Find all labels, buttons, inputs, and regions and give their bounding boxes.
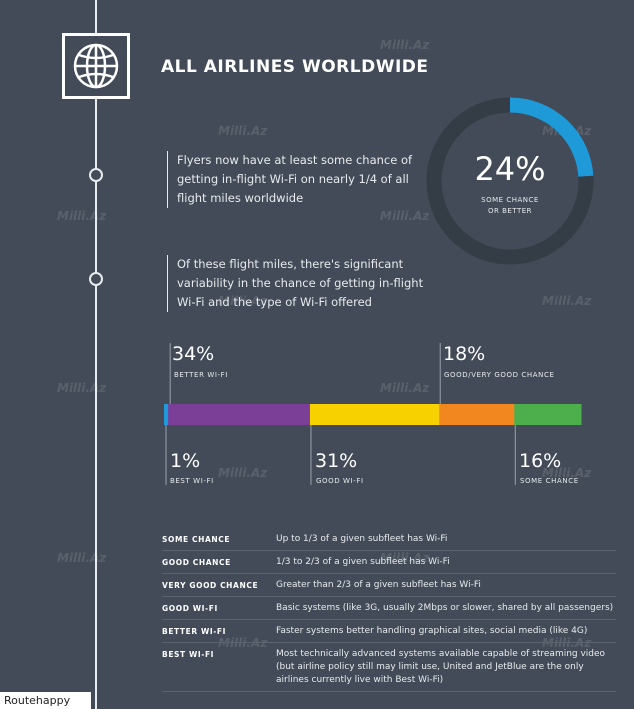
category-label-good-wifi: GOOD WI-FI — [316, 477, 364, 485]
watermark: Milli.Az — [380, 38, 430, 52]
globe-icon-box — [62, 33, 130, 99]
definition-description: Most technically advanced systems availa… — [276, 649, 606, 685]
segment-best-wifi — [164, 404, 169, 425]
donut-slice-some-chance — [509, 97, 594, 177]
definition-row: VERY GOOD CHANCE Greater than 2/3 of a gi… — [162, 574, 616, 597]
donut-center-label-line: OR BETTER — [487, 207, 533, 215]
definition-row: GOOD WI-FI Basic systems (like 3G, usuall… — [162, 597, 616, 620]
watermark: Milli.Az — [542, 636, 592, 650]
value-label-some-chance: 16% — [519, 450, 562, 472]
watermark: Milli.Az — [542, 466, 592, 480]
definition-description: Basic systems (like 3G, usually 2Mbps or… — [276, 603, 614, 613]
definition-description: Up to 1/3 of a given subfleet has Wi-Fi — [276, 534, 448, 544]
segment-better-wifi — [168, 404, 311, 425]
quote-variability: Of these flight miles, there's significa… — [167, 255, 429, 312]
value-label-best-wifi: 1% — [170, 450, 201, 472]
donut-center-label: SOME CHANCE OR BETTER — [424, 195, 596, 217]
quote-some-chance: Flyers now have at least some chance of … — [167, 151, 429, 208]
definition-row: GOOD CHANCE 1/3 to 2/3 of a given subflee… — [162, 551, 616, 574]
brand-name: Routehappy — [4, 694, 71, 707]
watermark: Milli.Az — [218, 294, 268, 308]
segment-good-chance — [439, 404, 515, 425]
definition-term: VERY GOOD CHANCE — [162, 581, 259, 590]
watermark: Milli.Az — [57, 551, 107, 565]
definition-row: SOME CHANCE Up to 1/3 of a given subfleet… — [162, 528, 616, 551]
category-label-better-wifi: BETTER WI-FI — [174, 371, 228, 379]
definition-term: SOME CHANCE — [162, 535, 231, 544]
watermark: Milli.Az — [380, 209, 430, 223]
watermark: Milli.Az — [218, 636, 268, 650]
definition-description: 1/3 to 2/3 of a given subfleet has Wi-Fi — [276, 557, 450, 567]
brand-tag: Routehappy — [0, 692, 91, 709]
timeline-dot-2 — [89, 272, 103, 286]
watermark: Milli.Az — [218, 124, 268, 138]
donut-chart — [426, 97, 594, 265]
definition-term: GOOD WI-FI — [162, 604, 218, 613]
watermark: Milli.Az — [380, 381, 430, 395]
segment-good-wifi — [309, 404, 440, 425]
donut-center-value: 24% — [474, 150, 546, 188]
watermark: Milli.Az — [542, 294, 592, 308]
category-label-best-wifi: BEST WI-FI — [170, 477, 214, 485]
page-title: ALL AIRLINES WORLDWIDE — [161, 57, 429, 77]
watermark: Milli.Az — [57, 381, 107, 395]
donut-slice-remainder — [426, 97, 594, 265]
category-label-good-chance: GOOD/VERY GOOD CHANCE — [444, 371, 555, 379]
definitions-table: SOME CHANCE Up to 1/3 of a given subfleet… — [162, 528, 616, 692]
watermark: Milli.Az — [57, 209, 107, 223]
value-label-better-wifi: 34% — [172, 343, 215, 365]
definition-row: BEST WI-FI Most technically advanced syst… — [162, 643, 616, 692]
timeline-dot-1 — [89, 168, 103, 182]
segment-some-chance — [514, 404, 582, 425]
definition-description: Greater than 2/3 of a given subfleet has… — [276, 580, 481, 590]
category-label-some-chance: SOME CHANCE — [520, 477, 579, 485]
globe-icon — [73, 43, 119, 89]
donut-center-label-line: SOME CHANCE — [481, 196, 539, 204]
definition-description: Faster systems better handling graphical… — [276, 626, 588, 636]
watermark: Milli.Az — [380, 551, 430, 565]
watermark: Milli.Az — [218, 466, 268, 480]
definition-term: BETTER WI-FI — [162, 627, 227, 636]
value-label-good-chance: 18% — [443, 343, 486, 365]
definition-row: BETTER WI-FI Faster systems better handli… — [162, 620, 616, 643]
definition-term: GOOD CHANCE — [162, 558, 231, 567]
definition-term: BEST WI-FI — [162, 650, 215, 659]
timeline-line — [95, 0, 97, 709]
value-label-good-wifi: 31% — [315, 450, 358, 472]
